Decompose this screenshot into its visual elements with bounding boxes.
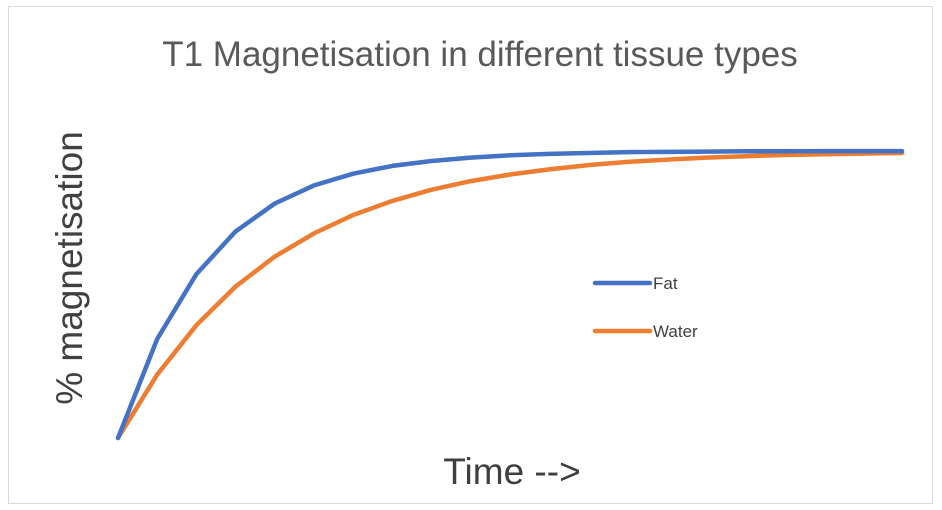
legend-label-fat: Fat — [653, 274, 678, 293]
legend-item-fat: Fat — [592, 274, 678, 293]
series-line-water — [115, 150, 905, 441]
chart-title: T1 Magnetisation in different tissue typ… — [162, 35, 798, 74]
y-axis-label: % magnetisation — [49, 131, 90, 405]
series-line-fat — [115, 148, 905, 441]
x-axis-label: Time --> — [443, 451, 580, 492]
legend-item-water: Water — [592, 322, 698, 341]
series-fat — [115, 148, 905, 441]
series-water — [115, 150, 905, 441]
chart-area — [8, 6, 933, 504]
series-layer — [115, 148, 905, 441]
legend: Fat Water — [592, 274, 698, 341]
legend-label-water: Water — [653, 322, 698, 341]
